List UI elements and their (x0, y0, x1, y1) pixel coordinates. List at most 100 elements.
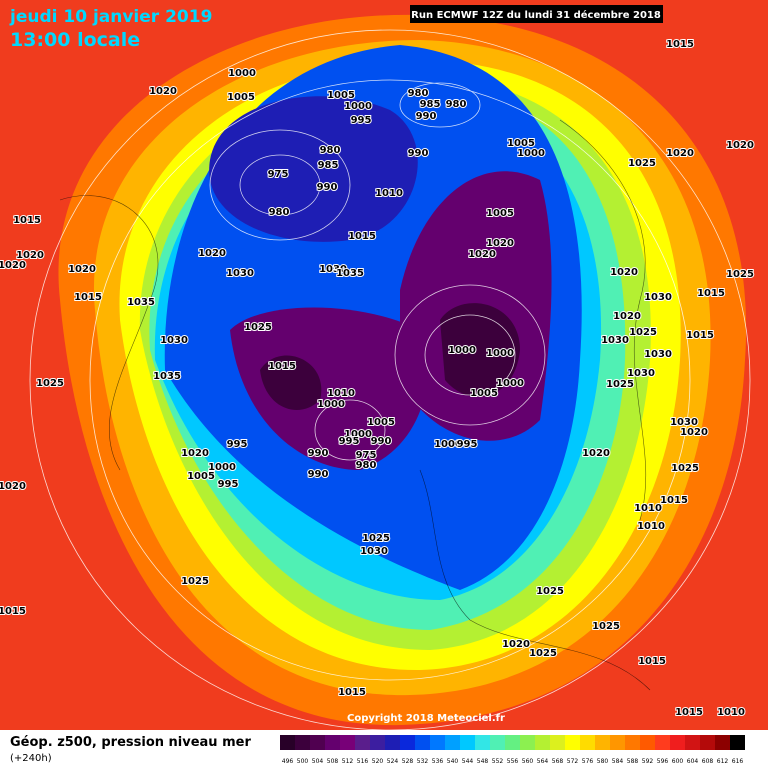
isobar-label: 1015 (697, 288, 725, 299)
legend-swatch (655, 735, 670, 750)
isobar-label: 980 (269, 207, 290, 218)
isobar-label: 1020 (582, 448, 610, 459)
isobar-label: 1025 (628, 158, 656, 169)
isobar-label: 1000 (344, 101, 372, 112)
isobar-label: 1015 (338, 687, 366, 698)
legend-swatch (625, 735, 640, 750)
isobar-label: 980 (408, 88, 429, 99)
isobar-label: 1025 (36, 378, 64, 389)
legend-swatch (430, 735, 445, 750)
legend-label: 600 (672, 758, 684, 765)
legend-label: 512 (342, 758, 354, 765)
run-box (410, 5, 663, 23)
time-title: 13:00 locale (10, 29, 140, 51)
isobar-label: 990 (308, 448, 329, 459)
isobar-label: 1030 (601, 335, 629, 346)
isobar-label: 1010 (634, 503, 662, 514)
legend-label: 616 (732, 758, 744, 765)
isobar-label: 1030 (226, 268, 254, 279)
isobar-label: 1005 (367, 417, 395, 428)
isobar-label: 1035 (153, 371, 181, 382)
legend-swatch (520, 735, 535, 750)
isobar-label: 1000 (434, 439, 462, 450)
isobar-label: 1010 (327, 388, 355, 399)
isobar-label: 1000 (317, 399, 345, 410)
legend-swatch (355, 735, 370, 750)
isobar-label: 1020 (16, 250, 44, 261)
isobar-label: 995 (339, 436, 360, 447)
isobar-label: 1030 (644, 292, 672, 303)
isobar-label: 990 (416, 111, 437, 122)
isobar-label: 1000 (344, 429, 372, 440)
isobar-label: 1025 (529, 648, 557, 659)
isobar (89, 79, 691, 681)
isobar (29, 29, 751, 730)
legend-swatch (700, 735, 715, 750)
isobar-label: 1005 (486, 208, 514, 219)
isobar-label: 995 (218, 479, 239, 490)
legend-label: 536 (432, 758, 444, 765)
isobar-label: 1030 (644, 349, 672, 360)
isobar-label: 1030 (319, 264, 347, 275)
legend-label: 544 (462, 758, 474, 765)
legend-label: 584 (612, 758, 624, 765)
isobar-label: 1020 (68, 264, 96, 275)
isobar-label: 1025 (592, 621, 620, 632)
legend-swatch (460, 735, 475, 750)
isobar-label: 1015 (666, 39, 694, 50)
coastline (559, 119, 647, 521)
coastline (419, 469, 651, 691)
isobar-label: 1000 (496, 378, 524, 389)
legend-swatch (280, 735, 295, 750)
legend-swatch (535, 735, 550, 750)
legend-label: 564 (537, 758, 549, 765)
isobar-label: 1015 (638, 656, 666, 667)
coastlines (59, 119, 651, 691)
map-field (0, 0, 768, 730)
isobar-label: 1020 (680, 427, 708, 438)
footer-lead: (+240h) (10, 753, 52, 764)
legend-label: 612 (717, 758, 729, 765)
isobar-label: 1005 (187, 471, 215, 482)
legend-label: 504 (312, 758, 324, 765)
legend-swatch (385, 735, 400, 750)
legend-swatch (640, 735, 655, 750)
isobar-label: 1015 (348, 231, 376, 242)
isobar-label: 1010 (717, 707, 745, 718)
isobar-label: 1020 (149, 86, 177, 97)
isobar-label: 1015 (0, 606, 26, 617)
isobar (394, 284, 546, 426)
isobar-label: 1025 (536, 586, 564, 597)
copyright: Copyright 2018 Meteociel.fr (347, 713, 505, 724)
legend-swatch (415, 735, 430, 750)
legend-swatch (550, 735, 565, 750)
legend-swatch (505, 735, 520, 750)
isobar-label: 1010 (375, 188, 403, 199)
isobar-label: 985 (420, 99, 441, 110)
legend-label: 548 (477, 758, 489, 765)
legend-swatch (400, 735, 415, 750)
isobar-label: 1020 (198, 248, 226, 259)
isobar-label: 1010 (637, 521, 665, 532)
run-info: Run ECMWF 12Z du lundi 31 décembre 2018 (411, 9, 661, 21)
legend-swatch (670, 735, 685, 750)
isobar-label: 980 (356, 460, 377, 471)
legend-label: 552 (492, 758, 504, 765)
isobar-label: 980 (446, 99, 467, 110)
legend-label: 568 (552, 758, 564, 765)
isobar-label: 1005 (327, 90, 355, 101)
legend-swatch (475, 735, 490, 750)
field-purple-core (440, 303, 520, 397)
isobar-label: 1020 (610, 267, 638, 278)
legend-label: 500 (297, 758, 309, 765)
legend-swatch (325, 735, 340, 750)
isobars (29, 29, 751, 730)
isobar (314, 399, 386, 461)
isobar-label: 1000 (517, 148, 545, 159)
isobar-label: 1020 (468, 249, 496, 260)
legend-label: 560 (522, 758, 534, 765)
isobar-label: 1000 (228, 68, 256, 79)
legend-label: 540 (447, 758, 459, 765)
